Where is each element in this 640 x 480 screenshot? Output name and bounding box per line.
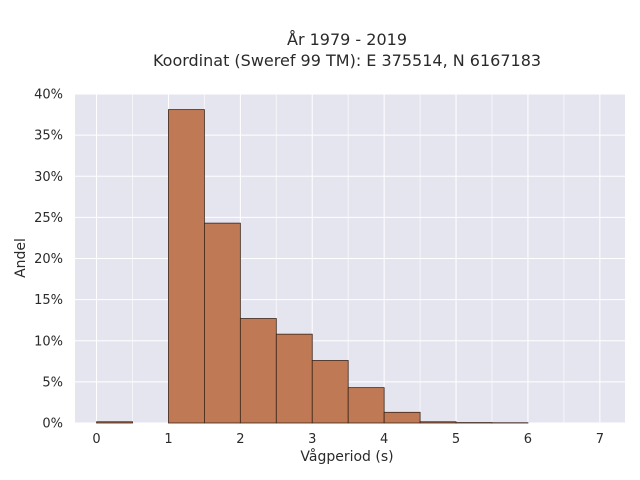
x-tick-label: 4 bbox=[380, 432, 388, 447]
histogram-bar bbox=[419, 421, 457, 424]
y-axis-title: Andel bbox=[13, 238, 29, 278]
x-tick-label: 1 bbox=[164, 432, 172, 447]
histogram-bar bbox=[275, 333, 313, 424]
histogram-bar bbox=[96, 421, 133, 424]
title-line-2: Koordinat (Sweref 99 TM): E 375514, N 61… bbox=[153, 51, 541, 70]
chart-title: År 1979 - 2019 Koordinat (Sweref 99 TM):… bbox=[153, 30, 541, 70]
y-tick-label: 30% bbox=[34, 170, 63, 185]
y-tick-label: 10% bbox=[34, 334, 63, 349]
y-tick-label: 0% bbox=[42, 417, 63, 432]
y-axis-ticks: 0% 5% 10% 15% 20% 25% 30% 35% 40% bbox=[34, 88, 63, 432]
x-tick-label: 5 bbox=[452, 432, 460, 447]
x-tick-label: 2 bbox=[236, 432, 244, 447]
y-tick-label: 35% bbox=[34, 129, 63, 144]
title-line-1: År 1979 - 2019 bbox=[287, 30, 407, 49]
x-tick-label: 6 bbox=[524, 432, 532, 447]
histogram-bar bbox=[383, 411, 421, 424]
histogram-bar bbox=[311, 360, 349, 424]
y-tick-label: 40% bbox=[34, 88, 63, 103]
x-tick-label: 7 bbox=[596, 432, 604, 447]
histogram-bar bbox=[347, 387, 385, 424]
x-tick-label: 0 bbox=[92, 432, 100, 447]
histogram-bar bbox=[204, 222, 241, 424]
y-tick-label: 5% bbox=[42, 375, 63, 390]
histogram-bar bbox=[239, 318, 277, 424]
y-tick-label: 25% bbox=[34, 211, 63, 226]
x-axis-ticks: 0 1 2 3 4 5 6 7 bbox=[92, 432, 604, 447]
histogram-bar bbox=[168, 109, 205, 424]
y-tick-label: 15% bbox=[34, 293, 63, 308]
x-tick-label: 3 bbox=[308, 432, 316, 447]
y-tick-label: 20% bbox=[34, 252, 63, 267]
x-axis-title: Vågperiod (s) bbox=[300, 448, 393, 465]
bars bbox=[96, 109, 529, 424]
